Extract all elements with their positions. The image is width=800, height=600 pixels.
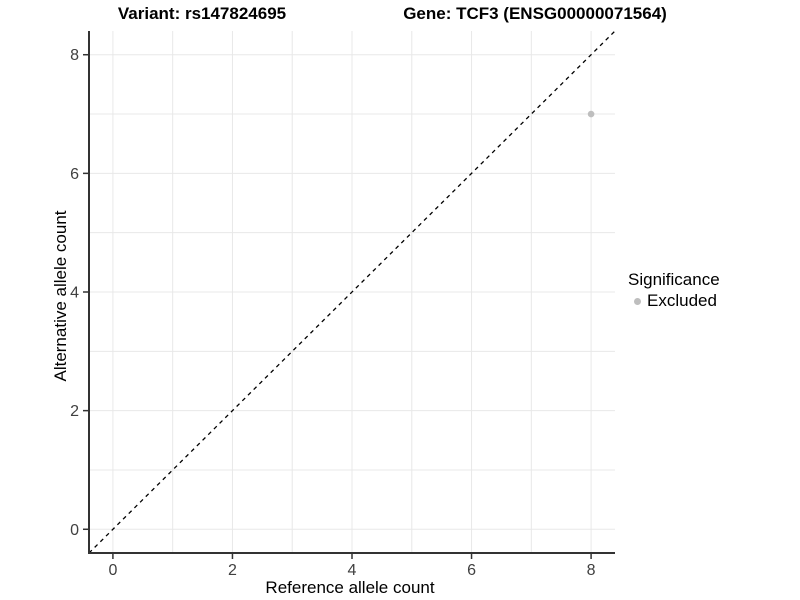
y-tick-label-0: 0 <box>70 522 79 539</box>
x-tick-label-6: 6 <box>467 562 476 579</box>
y-tick-label-8: 8 <box>70 47 79 64</box>
legend-title: Significance <box>628 270 720 289</box>
x-tick-label-4: 4 <box>348 562 357 579</box>
data-point <box>587 110 595 118</box>
legend: Significance Excluded <box>628 270 720 311</box>
x-axis-title: Reference allele count <box>265 578 435 597</box>
y-tick-label-4: 4 <box>70 285 79 302</box>
legend-entry-excluded: Excluded <box>628 291 720 311</box>
legend-entry-label: Excluded <box>647 291 717 310</box>
identity-line <box>88 30 616 554</box>
y-tick-label-2: 2 <box>70 403 79 420</box>
x-tick-label-8: 8 <box>587 562 596 579</box>
x-tick-label-2: 2 <box>228 562 237 579</box>
plot-title-gene: Gene: TCF3 (ENSG00000071564) <box>403 4 667 23</box>
legend-key-dot-icon <box>634 297 641 305</box>
y-tick-label-6: 6 <box>70 166 79 183</box>
x-tick-label-0: 0 <box>108 562 117 579</box>
y-axis-title: Alternative allele count <box>51 210 70 382</box>
plot-title-variant: Variant: rs147824695 <box>117 4 287 23</box>
